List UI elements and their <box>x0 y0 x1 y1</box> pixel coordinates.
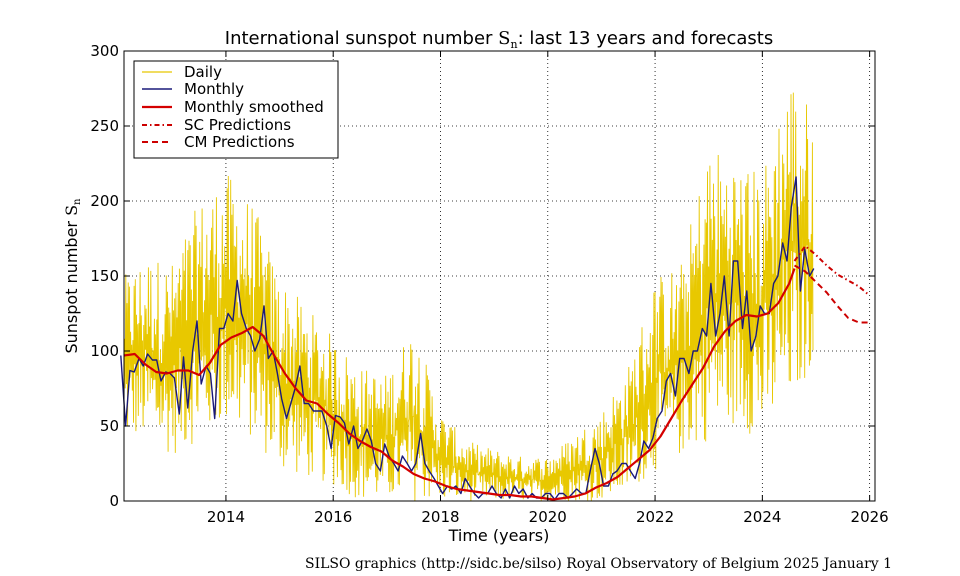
y-tick-label: 0 <box>109 492 119 510</box>
monthly-series <box>120 176 815 501</box>
smoothed-series <box>123 268 796 501</box>
legend-label-daily: Daily <box>184 63 222 81</box>
x-tick-label: 2024 <box>743 508 781 526</box>
x-tick-label: 2016 <box>314 508 352 526</box>
legend-label-smoothed: Monthly smoothed <box>184 98 324 116</box>
x-tick-label: 2022 <box>636 508 674 526</box>
legend-label-monthly: Monthly <box>184 80 244 98</box>
daily-line <box>123 92 814 502</box>
x-tick-label: 2018 <box>421 508 459 526</box>
y-tick-label: 300 <box>90 42 119 60</box>
credit-line: SILSO graphics (http://sidc.be/silso) Ro… <box>305 556 893 572</box>
y-tick-label: 200 <box>90 192 119 210</box>
x-tick-label: 2020 <box>529 508 567 526</box>
legend: Daily Monthly Monthly smoothed SC Predic… <box>133 60 339 159</box>
y-tick-label: 100 <box>90 342 119 360</box>
cm-prediction-line <box>794 264 870 324</box>
daily-series <box>123 92 814 502</box>
y-tick-label: 250 <box>90 117 119 135</box>
monthly-line <box>120 176 815 501</box>
x-tick-label: 2014 <box>207 508 245 526</box>
chart-title: International sunspot number Sn: last 13… <box>225 28 773 51</box>
legend-label-cm: CM Predictions <box>184 133 295 151</box>
axis-ticks: 2014 2016 2018 2020 2022 2024 2026 0 50 100 150 200… <box>90 42 888 526</box>
legend-label-sc: SC Predictions <box>184 116 291 134</box>
y-tick-label: 50 <box>100 417 119 435</box>
y-axis-label: Sunspot number Sn <box>62 198 83 354</box>
smoothed-line <box>123 268 796 501</box>
x-tick-label: 2026 <box>851 508 889 526</box>
sc-prediction-line <box>793 245 871 297</box>
prediction-series <box>793 245 871 324</box>
x-axis-label: Time (years) <box>448 526 550 545</box>
y-tick-label: 150 <box>90 267 119 285</box>
